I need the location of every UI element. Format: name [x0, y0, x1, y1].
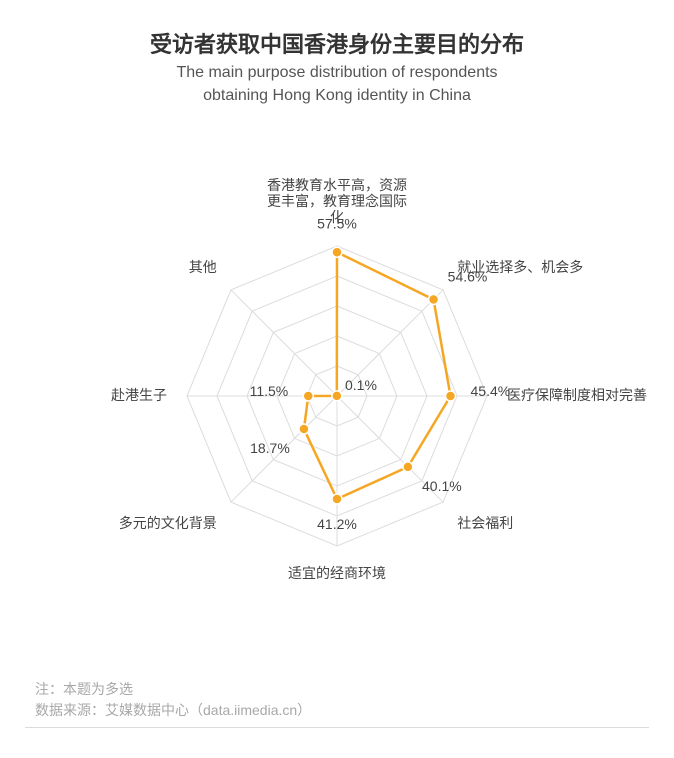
chart-note: 注：本题为多选	[35, 679, 311, 701]
svg-text:其他: 其他	[189, 259, 217, 275]
chart-title-en-line1: The main purpose distribution of respond…	[25, 63, 649, 84]
footer-divider	[25, 727, 649, 728]
svg-text:赴港生子: 赴港生子	[111, 387, 167, 403]
svg-text:医疗保障制度相对完善: 医疗保障制度相对完善	[507, 387, 647, 403]
svg-text:57.5%: 57.5%	[317, 216, 357, 232]
svg-text:适宜的经商环境: 适宜的经商环境	[288, 565, 386, 581]
chart-source: 数据来源：艾媒数据中心（data.iimedia.cn）	[35, 700, 311, 722]
chart-title-cn: 受访者获取中国香港身份主要目的分布	[25, 30, 649, 61]
radar-svg: 香港教育水平高，资源更丰富，教育理念国际化就业选择多、机会多医疗保障制度相对完善…	[25, 116, 649, 636]
svg-text:45.4%: 45.4%	[471, 383, 511, 399]
chart-container: 受访者获取中国香港身份主要目的分布 The main purpose distr…	[0, 0, 674, 636]
svg-text:41.2%: 41.2%	[317, 516, 357, 532]
radar-chart: 香港教育水平高，资源更丰富，教育理念国际化就业选择多、机会多医疗保障制度相对完善…	[25, 116, 649, 636]
chart-title-en-line2: obtaining Hong Kong identity in China	[25, 86, 649, 107]
svg-text:18.7%: 18.7%	[250, 441, 290, 457]
svg-text:40.1%: 40.1%	[422, 478, 462, 494]
svg-text:54.6%: 54.6%	[448, 269, 488, 285]
svg-text:社会福利: 社会福利	[457, 516, 513, 532]
chart-footer: 注：本题为多选 数据来源：艾媒数据中心（data.iimedia.cn）	[35, 679, 311, 722]
svg-text:0.1%: 0.1%	[345, 377, 377, 393]
svg-text:多元的文化背景: 多元的文化背景	[119, 516, 217, 532]
svg-text:11.5%: 11.5%	[250, 383, 289, 399]
